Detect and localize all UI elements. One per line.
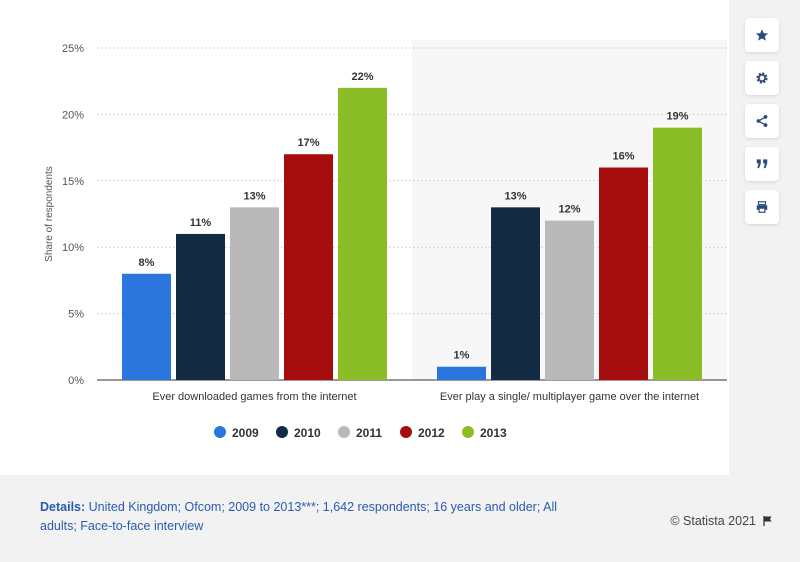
y-tick-label: 5% [68, 309, 84, 321]
legend-label: 2012 [418, 426, 445, 440]
legend-marker [400, 426, 412, 438]
cite-button[interactable] [745, 147, 779, 181]
quote-icon [756, 159, 768, 169]
chart-card: 0% 5% 10% 15% 20% 25% Share of respondents 8% 11… [0, 0, 729, 475]
legend-marker [276, 426, 288, 438]
legend-marker [214, 426, 226, 438]
legend-label: 2011 [356, 426, 382, 440]
bar-chart: 0% 5% 10% 15% 20% 25% Share of respondents 8% 11… [44, 43, 727, 440]
bar [338, 87, 387, 380]
gear-icon [756, 72, 768, 84]
x-tick-label: Ever play a single/ multiplayer game ove… [440, 391, 699, 403]
x-tick-label: Ever downloaded games from the internet [152, 391, 356, 403]
details-label: Details: [40, 500, 86, 514]
y-tick-label: 20% [62, 109, 84, 121]
y-tick-label: 0% [68, 375, 84, 387]
footer [0, 475, 800, 562]
favorite-button[interactable] [745, 18, 779, 52]
bar [122, 273, 171, 380]
data-label: 8% [139, 257, 155, 269]
data-label: 17% [297, 137, 319, 149]
data-label: 16% [612, 151, 634, 163]
legend-label: 2013 [480, 426, 507, 440]
data-label: 19% [666, 111, 688, 123]
data-label: 1% [454, 350, 470, 362]
data-label: 13% [504, 190, 526, 202]
bar [176, 233, 225, 380]
bar [545, 220, 594, 380]
data-label: 11% [190, 217, 212, 229]
bar [284, 154, 333, 380]
y-tick-label: 10% [62, 242, 84, 254]
bar [653, 127, 702, 381]
settings-button[interactable] [745, 61, 779, 95]
bar [599, 167, 648, 380]
legend-marker [462, 426, 474, 438]
source-details: Details: United Kingdom; Ofcom; 2009 to … [40, 498, 560, 536]
bar [491, 207, 540, 380]
legend-label: 2010 [294, 426, 321, 440]
legend-label: 2009 [232, 426, 259, 440]
y-tick-label: 25% [62, 43, 84, 55]
toolbar [745, 18, 781, 233]
details-text: United Kingdom; Ofcom; 2009 to 2013***; … [40, 500, 557, 533]
share-button[interactable] [745, 104, 779, 138]
bar [437, 366, 486, 380]
print-icon [756, 201, 768, 213]
y-tick-label: 15% [62, 176, 84, 188]
data-label: 12% [558, 204, 580, 216]
copyright-text: © Statista 2021 [670, 514, 756, 528]
copyright[interactable]: © Statista 2021 [670, 514, 774, 528]
star-icon [755, 29, 769, 41]
bar [230, 207, 279, 380]
data-label: 13% [243, 190, 265, 202]
print-button[interactable] [745, 190, 779, 224]
data-label: 22% [351, 71, 373, 83]
share-icon [756, 115, 768, 127]
y-axis-label: Share of respondents [44, 166, 55, 262]
flag-icon [763, 516, 772, 526]
legend-marker [338, 426, 350, 438]
